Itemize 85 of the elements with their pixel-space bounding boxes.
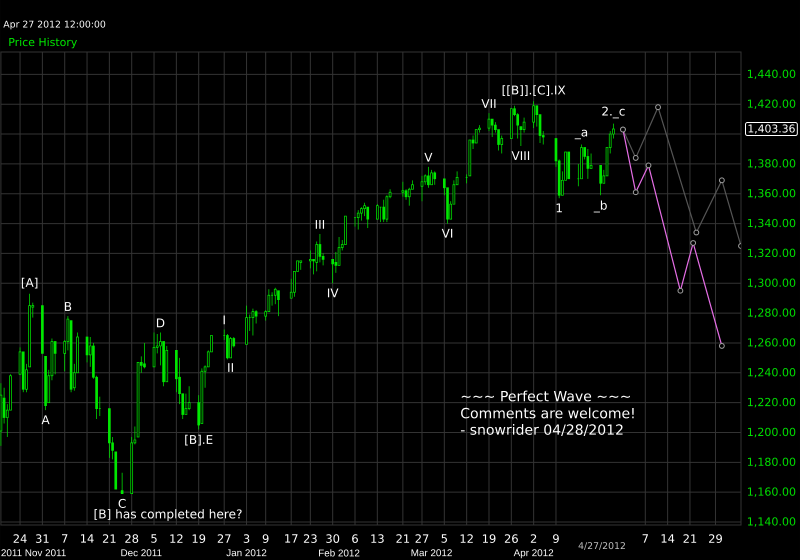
x-tick-label: 21 bbox=[684, 534, 696, 543]
annotation: IV bbox=[328, 288, 338, 298]
x-tick-label: 14 bbox=[81, 534, 94, 543]
x-tick-label: 26 bbox=[504, 534, 518, 543]
annotation: 2._c bbox=[602, 106, 625, 118]
y-tick-label: 1,160.00 bbox=[748, 487, 796, 497]
annotation: [[B]].[C].IX bbox=[502, 85, 566, 96]
x-tick-label: 27 bbox=[416, 534, 428, 543]
candlestick bbox=[252, 308, 254, 336]
annotation: A bbox=[42, 415, 50, 424]
x2-tick-label: Nov 2011 bbox=[26, 549, 66, 556]
annotation: VI bbox=[442, 228, 452, 238]
x-tick-label: 19 bbox=[482, 534, 496, 543]
x-tick-label: 21 bbox=[396, 534, 410, 543]
y-tick-label: 1,200.00 bbox=[748, 428, 796, 438]
annotation: _b bbox=[594, 200, 607, 212]
x2-tick-label: Apr 2012 bbox=[514, 549, 554, 558]
annotation: VIII bbox=[512, 151, 530, 160]
chart-subtitle: Apr 27 2012 12:00:00 bbox=[3, 20, 106, 30]
annotation: D bbox=[156, 318, 164, 328]
candlestick bbox=[318, 234, 322, 263]
x-tick-label: 21 bbox=[102, 534, 116, 543]
x-tick-label: 12 bbox=[460, 534, 473, 543]
x-tick-label: 3 bbox=[244, 534, 250, 543]
x-tick-label: 29 bbox=[709, 534, 722, 543]
x-tick-label: 7 bbox=[62, 534, 68, 543]
candlestick bbox=[420, 175, 424, 202]
y-tick-label: 1,220.00 bbox=[748, 398, 796, 408]
x2-tick-label: Jan 2012 bbox=[226, 549, 266, 556]
x-tick-label: 24 bbox=[14, 534, 27, 543]
y-tick-label: 1,180.00 bbox=[748, 458, 796, 468]
annotation: C bbox=[118, 498, 126, 508]
annotation: III bbox=[316, 220, 324, 229]
x2-tick-label: Mar 2012 bbox=[412, 549, 452, 556]
annotation: VII bbox=[481, 99, 496, 108]
candlestick bbox=[226, 334, 229, 360]
x-tick-label: 5 bbox=[151, 534, 157, 543]
y-tick-label: 1,300.00 bbox=[748, 278, 796, 288]
y-tick-label: 1,260.00 bbox=[748, 338, 796, 348]
x-tick-label: 6 bbox=[352, 534, 358, 543]
x-tick-label: 9 bbox=[262, 534, 269, 543]
x2-tick-label: 2011 bbox=[1, 549, 22, 556]
annotation: B bbox=[64, 302, 72, 311]
x-tick-label: 28 bbox=[125, 534, 138, 543]
y-tick-label: 1,280.00 bbox=[748, 308, 796, 318]
annotation: ~~~ Perfect Wave ~~~ bbox=[462, 390, 630, 402]
x-tick-label: 7 bbox=[642, 534, 648, 543]
x-tick-label: 14 bbox=[662, 534, 674, 543]
y-tick-label: 1,380.00 bbox=[748, 159, 796, 169]
annotation: I bbox=[224, 316, 225, 324]
candlestick bbox=[254, 310, 258, 324]
candlestick bbox=[386, 194, 388, 222]
x-tick-label: 12 bbox=[170, 534, 183, 543]
y-tick-label: 1,420.00 bbox=[748, 99, 796, 109]
x-tick-label: 19 bbox=[192, 534, 206, 543]
x-tick-label: 13 bbox=[371, 534, 384, 543]
text: 4/27/2012 bbox=[578, 542, 625, 550]
y-tick-label: 1,440.00 bbox=[748, 70, 796, 80]
annotation: _a bbox=[574, 130, 588, 140]
text: Price History bbox=[9, 38, 77, 48]
x-tick-label: 23 bbox=[304, 534, 317, 543]
y-tick-label: 1,140.00 bbox=[748, 517, 796, 527]
annotation: II bbox=[228, 363, 233, 372]
annotation: [A] bbox=[22, 278, 38, 288]
y-tick-label: 1,320.00 bbox=[748, 248, 796, 258]
annotation: Comments are welcome! bbox=[461, 408, 634, 418]
x2-tick-label: Feb 2012 bbox=[319, 549, 360, 557]
x-tick-label: 9 bbox=[553, 534, 559, 543]
text: 1,403.36 bbox=[748, 124, 795, 134]
annotation: V bbox=[424, 152, 432, 162]
y-tick-label: 1,360.00 bbox=[748, 188, 796, 198]
annotation: 1 bbox=[556, 203, 562, 212]
x-tick-label: 17 bbox=[285, 534, 298, 543]
annotation: [B].E bbox=[185, 434, 212, 446]
x-tick-label: 31 bbox=[36, 534, 49, 543]
x-tick-label: 2 bbox=[530, 534, 536, 543]
x-tick-label: 5 bbox=[442, 534, 447, 543]
y-tick-label: 1,240.00 bbox=[748, 368, 796, 378]
x2-tick-label: Dec 2011 bbox=[121, 549, 162, 556]
annotation: [B] has completed here? bbox=[94, 509, 242, 521]
annotation: - snowrider 04/28/2012 bbox=[460, 424, 623, 436]
x-tick-label: 27 bbox=[218, 534, 231, 543]
y-tick-label: 1,340.00 bbox=[748, 218, 796, 228]
candlestick bbox=[143, 342, 146, 369]
x-tick-label: 30 bbox=[326, 534, 340, 543]
